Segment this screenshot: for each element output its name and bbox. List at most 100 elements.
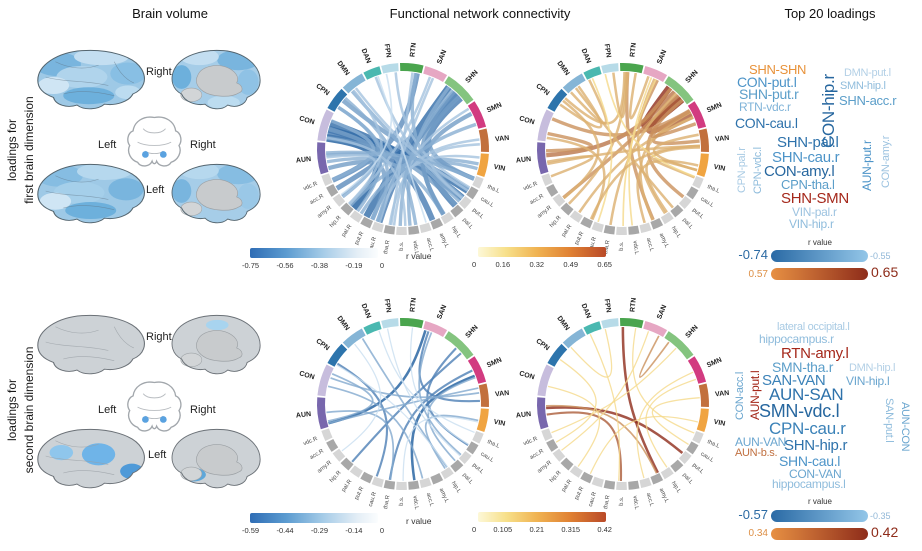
chord-ribbon: [326, 150, 475, 181]
brain-right-medial-2: [171, 314, 261, 375]
segment-arc-acc.L: [419, 477, 432, 489]
tick: 0: [472, 260, 477, 269]
brain-label-mid-left-2: Left: [98, 404, 117, 416]
segment-label-pal.R: pal.R: [561, 224, 574, 239]
segment-label-CON: CON: [518, 370, 535, 381]
segment-arc-amy.L: [650, 473, 664, 485]
chord-ribbon: [546, 411, 623, 482]
segment-label-hip.L: hip.L: [450, 226, 462, 240]
chord-ribbon: [651, 157, 698, 179]
segment-label-CPN: CPN: [314, 338, 330, 352]
segment-label-SMN: SMN: [706, 102, 723, 115]
segment-arc-AUN: [317, 397, 329, 430]
tick: 0.315: [561, 525, 581, 534]
segment-label-SMN: SMN: [706, 357, 723, 370]
segment-label-cau.L: cau.L: [699, 196, 715, 209]
segment-arc-cau.L: [686, 441, 699, 455]
segment-label-cau.R: cau.R: [368, 491, 378, 507]
segment-arc-put.R: [360, 471, 374, 484]
segment-label-amy.L: amy.L: [438, 232, 450, 249]
loading-term: VIN-hip.r: [789, 217, 834, 231]
chord-diagram-2-negative: RTN SANSHNSMNVANVINtha.Lcau.Lput.Lpal.Lhi…: [296, 297, 510, 510]
segment-label-FPN: FPN: [383, 43, 392, 58]
segment-arc-cau.R: [591, 221, 604, 233]
segment-arc-tha.R: [383, 225, 396, 235]
segment-label-VIN: VIN: [493, 164, 506, 173]
segment-arc-FPN: [601, 318, 619, 329]
volume-colorbar-1: [250, 248, 378, 258]
brain-label-top-right-2: Right: [146, 331, 172, 343]
segment-label-put.R: put.R: [574, 486, 585, 501]
segment-arc-RTN: [399, 63, 424, 74]
segment-label-acc.R: acc.R: [529, 448, 545, 461]
loading-term: AUN-b.s.: [735, 447, 778, 459]
segment-arc-cau.R: [591, 476, 604, 488]
loadings-colorbar-neg-1: [771, 250, 868, 262]
brain-right-medial-1: [171, 49, 261, 110]
chord-ribbon: [378, 77, 435, 223]
header-brain-volume: Brain volume: [132, 6, 208, 21]
segment-arc-b.s.: [616, 226, 627, 235]
chord-ribbon: [326, 154, 377, 199]
loadings-bar-title-1: r value: [807, 238, 832, 247]
chord-ribbon: [636, 371, 694, 479]
loadings-pos-max-2: 0.42: [871, 524, 899, 540]
segment-arc-cau.L: [686, 186, 699, 200]
chord-ribbon: [341, 343, 382, 452]
loadings-neg-min-2: -0.57: [738, 507, 768, 522]
segment-arc-pal.R: [349, 210, 363, 223]
chord-ribbon: [546, 90, 676, 158]
segment-arc-hip.L: [440, 211, 454, 225]
segment-label-b.s.: b.s.: [619, 496, 625, 506]
chord-ribbon: [394, 72, 471, 189]
chord-ribbon: [326, 410, 395, 481]
chord-ribbon: [632, 327, 695, 434]
tick: -0.29: [310, 526, 329, 535]
segment-label-put.L: put.L: [471, 207, 485, 220]
segment-arc-DMN: [342, 328, 366, 349]
loading-term: VIN-hip.l: [846, 374, 890, 388]
loading-term: CON-put.l: [737, 74, 797, 90]
segment-arc-put.R: [580, 216, 594, 229]
loadings-colorbar-neg-2: [771, 510, 868, 522]
segment-arc-put.R: [360, 216, 374, 229]
chord-ribbon: [340, 73, 393, 196]
segment-label-put.R: put.R: [574, 231, 585, 246]
segment-label-hip.L: hip.L: [670, 226, 682, 240]
segment-label-VIN: VIN: [713, 419, 726, 428]
segment-arc-amy.R: [332, 448, 346, 462]
chord-ribbon: [628, 77, 653, 226]
segment-label-acc.R: acc.R: [529, 193, 545, 206]
segment-label-tha.R: tha.R: [603, 495, 611, 510]
loading-term: CPN-cau.r: [769, 419, 846, 438]
segment-arc-AUN: [537, 397, 549, 430]
chord-ribbon: [409, 327, 469, 445]
segment-label-amy.L: amy.L: [658, 232, 670, 249]
segment-arc-hip.R: [340, 202, 354, 216]
loading-term: AUN-SAN: [769, 385, 844, 404]
brain-volume-panel-2: [37, 314, 261, 489]
segment-arc-tha.R: [603, 480, 616, 490]
segment-arc-hip.L: [660, 211, 674, 225]
fnc-colorbar-ticks-2: 0 0.105 0.21 0.315 0.42: [472, 525, 612, 534]
chord-ribbon: [398, 88, 454, 227]
segment-label-amy.R: amy.R: [316, 460, 333, 475]
tick: -0.14: [345, 526, 363, 535]
segment-label-SMN: SMN: [486, 102, 503, 115]
brain-label-top-right-1: Right: [146, 66, 172, 78]
segment-label-vdc.L: vdc.L: [631, 240, 639, 255]
segment-label-SHN: SHN: [684, 324, 699, 340]
loadings-neg-max-1: -0.55: [870, 251, 891, 261]
segment-arc-put.L: [678, 450, 692, 464]
tick: 0.42: [597, 525, 612, 534]
segment-label-b.s.: b.s.: [399, 496, 405, 506]
segment-label-pal.R: pal.R: [341, 224, 354, 239]
segment-arc-SMN: [687, 101, 707, 129]
loadings-neg-max-2: -0.35: [870, 511, 891, 521]
segment-label-acc.L: acc.L: [425, 237, 435, 253]
segment-label-pal.L: pal.L: [681, 217, 694, 231]
tick: -0.38: [310, 261, 329, 270]
loading-term: lateral occipital.l: [777, 321, 850, 333]
tick: 0.49: [563, 260, 579, 269]
